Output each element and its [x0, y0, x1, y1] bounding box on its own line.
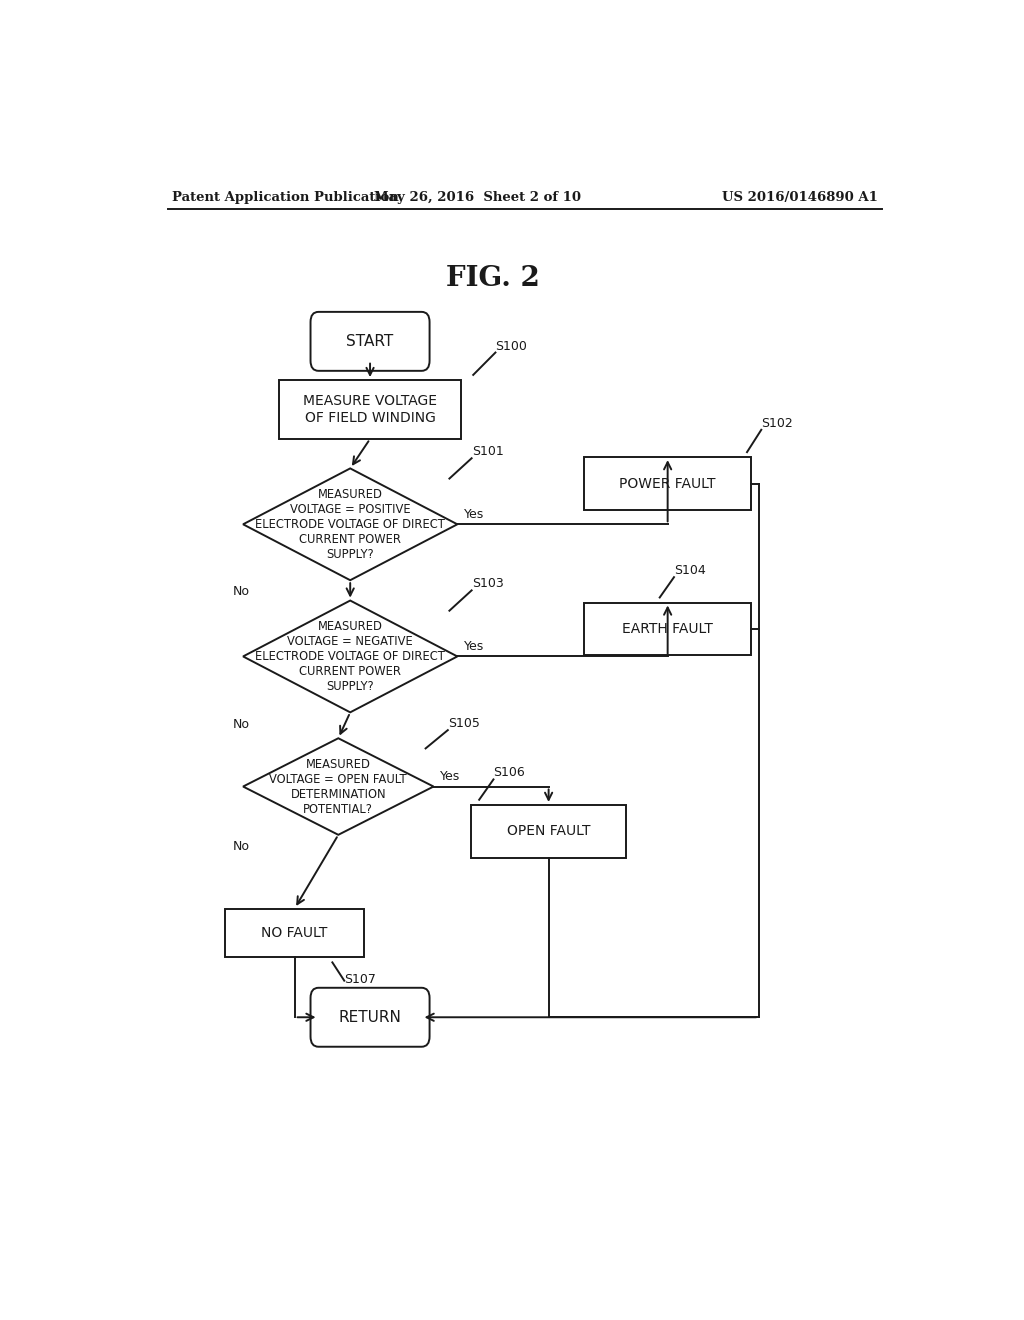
Text: MEASURED
VOLTAGE = NEGATIVE
ELECTRODE VOLTAGE OF DIRECT
CURRENT POWER
SUPPLY?: MEASURED VOLTAGE = NEGATIVE ELECTRODE VO…	[255, 620, 445, 693]
Text: S101: S101	[472, 445, 504, 458]
Text: OPEN FAULT: OPEN FAULT	[507, 824, 591, 838]
Text: EARTH FAULT: EARTH FAULT	[623, 622, 713, 636]
Polygon shape	[243, 738, 433, 834]
Bar	[225, 908, 365, 957]
Bar	[585, 457, 751, 510]
Text: FIG. 2: FIG. 2	[446, 265, 540, 292]
Text: May 26, 2016  Sheet 2 of 10: May 26, 2016 Sheet 2 of 10	[374, 190, 581, 203]
Text: POWER FAULT: POWER FAULT	[620, 477, 716, 491]
Text: START: START	[346, 334, 393, 348]
Text: No: No	[233, 718, 250, 730]
Text: S104: S104	[674, 564, 706, 577]
Polygon shape	[243, 601, 458, 713]
FancyBboxPatch shape	[310, 987, 430, 1047]
Bar	[279, 380, 461, 440]
Text: NO FAULT: NO FAULT	[261, 925, 328, 940]
Text: MEASURE VOLTAGE
OF FIELD WINDING: MEASURE VOLTAGE OF FIELD WINDING	[303, 395, 437, 425]
Text: S102: S102	[761, 417, 793, 430]
Text: Yes: Yes	[464, 640, 484, 653]
Text: S103: S103	[472, 577, 504, 590]
Text: US 2016/0146890 A1: US 2016/0146890 A1	[722, 190, 878, 203]
Text: Patent Application Publication: Patent Application Publication	[172, 190, 398, 203]
FancyBboxPatch shape	[310, 312, 430, 371]
Text: RETURN: RETURN	[339, 1010, 401, 1024]
Text: Yes: Yes	[464, 508, 484, 521]
Text: S100: S100	[496, 339, 527, 352]
Text: S105: S105	[447, 717, 479, 730]
Bar	[471, 805, 626, 858]
Text: Yes: Yes	[440, 771, 460, 784]
Text: No: No	[233, 840, 250, 853]
Text: No: No	[233, 586, 250, 598]
Text: MEASURED
VOLTAGE = OPEN FAULT
DETERMINATION
POTENTIAL?: MEASURED VOLTAGE = OPEN FAULT DETERMINAT…	[269, 758, 408, 816]
Polygon shape	[243, 469, 458, 581]
Bar	[585, 602, 751, 656]
Text: S107: S107	[344, 973, 376, 986]
Text: S106: S106	[494, 767, 525, 779]
Text: MEASURED
VOLTAGE = POSITIVE
ELECTRODE VOLTAGE OF DIRECT
CURRENT POWER
SUPPLY?: MEASURED VOLTAGE = POSITIVE ELECTRODE VO…	[255, 488, 445, 561]
